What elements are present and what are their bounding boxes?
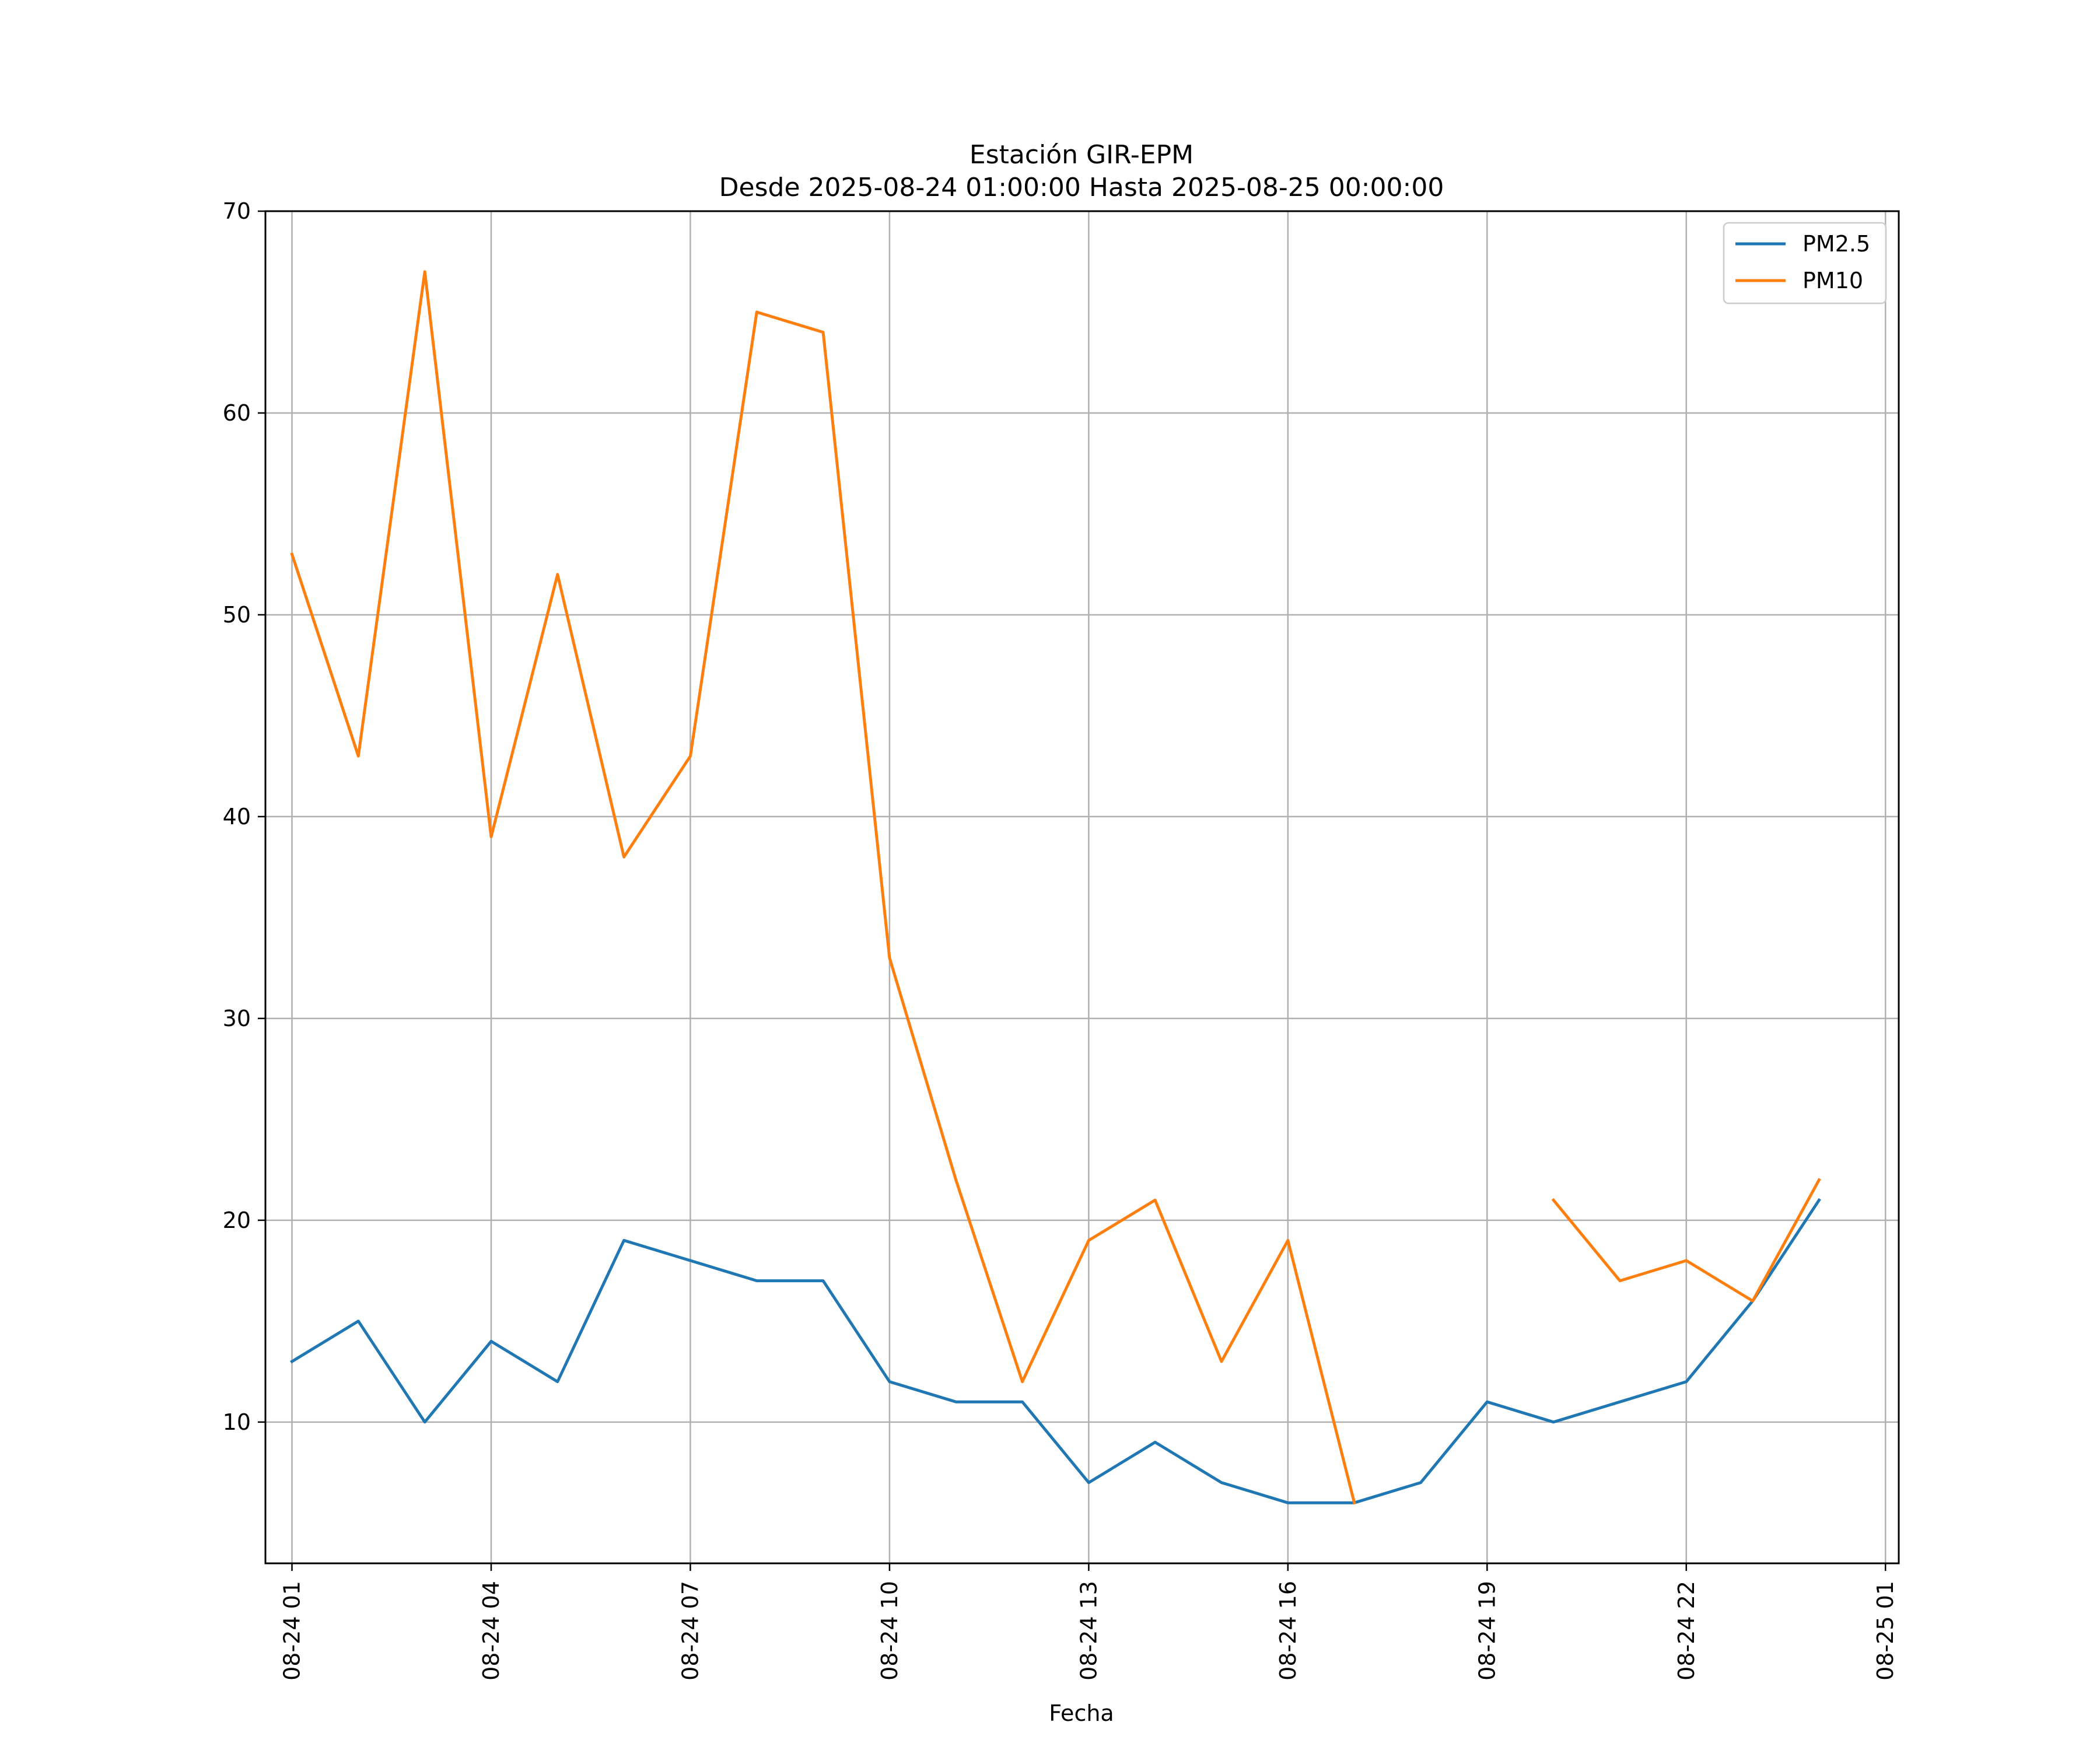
y-tick-label-30: 30 [223, 1006, 251, 1031]
x-tick-label-2: 08-24 07 [677, 1581, 703, 1681]
y-tick-label-40: 40 [223, 804, 251, 830]
x-tick-label-3: 08-24 10 [877, 1581, 902, 1681]
y-tick-label-60: 60 [223, 400, 251, 426]
x-axis: 08-24 01 08-24 04 08-24 07 08-24 10 08-24 13… [279, 1563, 1898, 1681]
y-axis: 10 20 30 40 50 60 70 [223, 198, 265, 1435]
x-axis-label: Fecha [1049, 1700, 1114, 1726]
legend-label-pm10: PM10 [1803, 268, 1863, 293]
series-line-pm10-seg0 [290, 270, 1356, 1505]
x-tick-label-4: 08-24 13 [1076, 1581, 1101, 1681]
x-tick-label-6: 08-24 19 [1474, 1581, 1500, 1681]
x-tick-label-8: 08-25 01 [1873, 1581, 1898, 1681]
x-tick-label-5: 08-24 16 [1275, 1581, 1301, 1681]
chart-title-line1: Estación GIR-EPM [970, 140, 1194, 170]
legend-label-pm25: PM2.5 [1803, 231, 1870, 257]
chart-title-line2: Desde 2025-08-24 01:00:00 Hasta 2025-08-… [719, 173, 1444, 202]
legend: PM2.5 PM10 [1723, 222, 1887, 304]
series-line-pm25-seg0 [290, 1198, 1821, 1504]
x-tick-label-7: 08-24 22 [1674, 1581, 1699, 1681]
plot-frame [264, 210, 1900, 1564]
series-pm10 [290, 270, 1821, 1505]
series-line-pm10-seg1 [1551, 1178, 1821, 1303]
x-tick-label-0: 08-24 01 [279, 1581, 305, 1681]
y-tick-label-10: 10 [223, 1409, 251, 1435]
y-tick-label-50: 50 [223, 602, 251, 628]
series-pm25 [290, 1198, 1821, 1504]
grid-lines [265, 210, 1899, 1563]
x-tick-label-1: 08-24 04 [478, 1581, 504, 1681]
y-tick-label-20: 20 [223, 1208, 251, 1233]
y-tick-label-70: 70 [223, 198, 251, 224]
series-lines [290, 270, 1821, 1505]
